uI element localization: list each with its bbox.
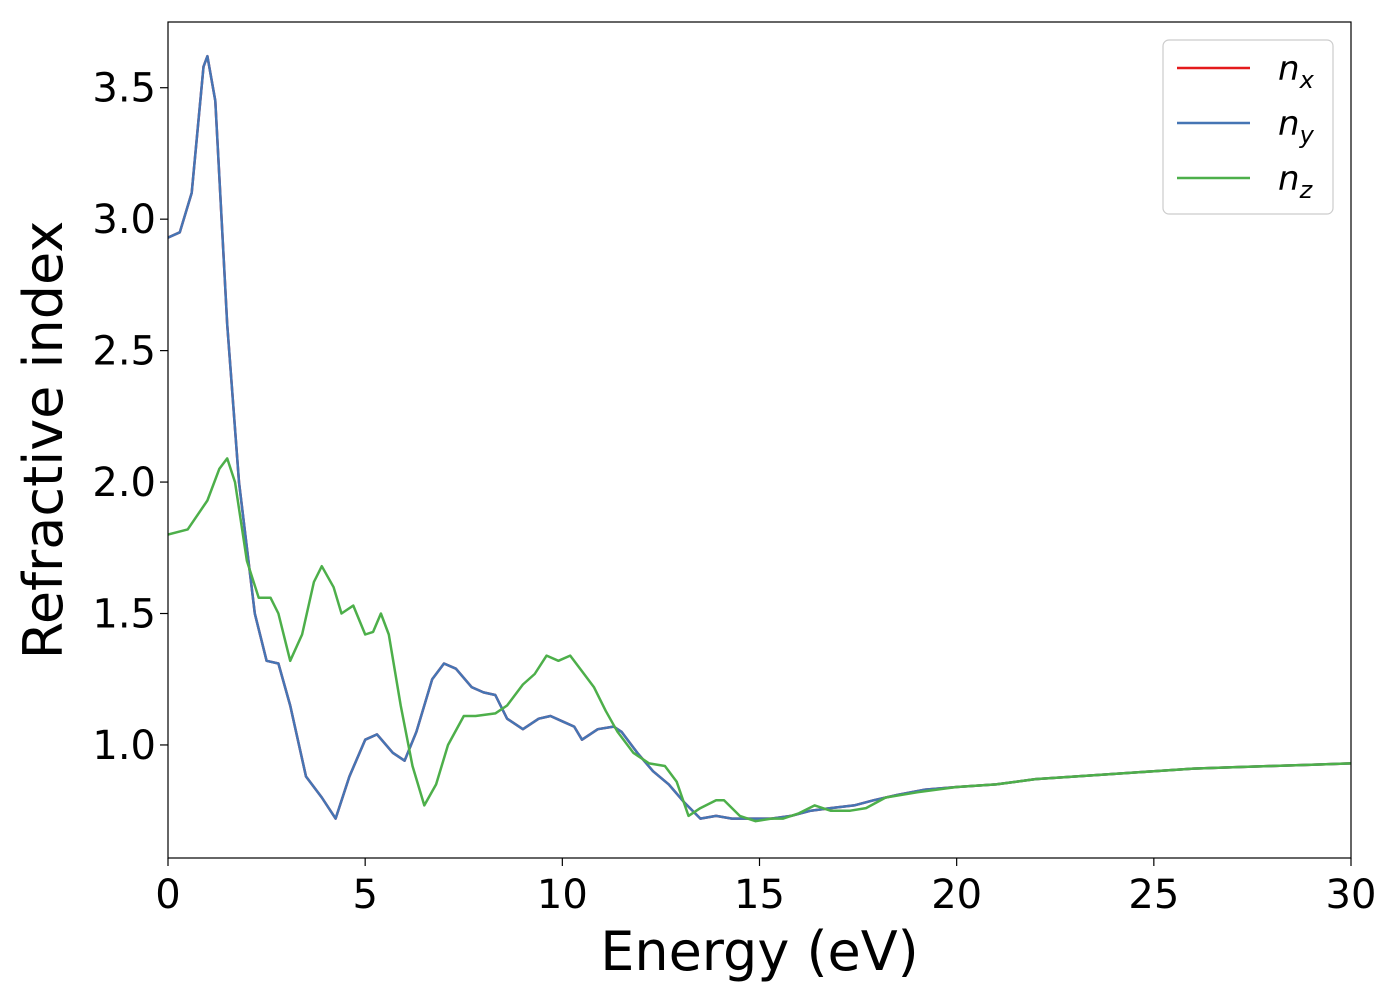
y-tick-label: 1.5 [92,592,156,638]
x-tick-label: 20 [931,872,982,918]
y-tick-label: 1.0 [92,723,156,769]
x-tick-label: 25 [1128,872,1179,918]
legend-item-nx: nx [1177,49,1315,94]
x-tick-label: 15 [734,872,785,918]
y-tick-label: 3.5 [92,66,156,112]
x-axis-label: Energy (eV) [600,920,919,983]
legend-label-subscript: y [1299,121,1315,149]
y-axis-label: Refractive index [12,221,75,660]
x-tick-label: 5 [352,872,377,918]
legend-label: nx [1278,49,1315,94]
series-line-nz [168,457,1351,823]
y-tick-label: 3.0 [92,197,156,243]
x-tick-label: 30 [1326,872,1377,918]
legend-box [1162,39,1334,215]
ticks-layer: 0 5 10 15 20 25 30 1.0 1.5 2.0 2.5 3.0 3.5 [92,66,1376,918]
y-tick-label: 2.5 [92,329,156,375]
y-tick-label: 2.0 [92,460,156,506]
x-tick-label: 0 [155,872,180,918]
legend-label-subscript: x [1299,66,1315,94]
series-layer [168,54,1351,823]
x-tick-label: 10 [537,872,588,918]
legend-label-subscript: z [1299,176,1314,204]
